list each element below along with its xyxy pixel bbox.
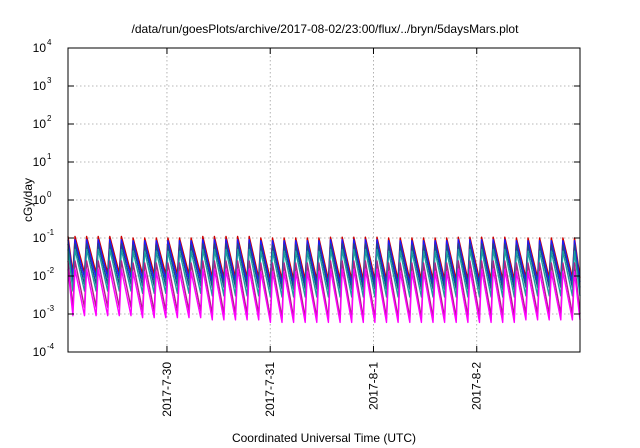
y-tick-label: 10 (33, 269, 47, 283)
x-axis-title: Coordinated Universal Time (UTC) (232, 431, 416, 445)
series-line-3 (67, 243, 581, 290)
y-tick-label: 10 (33, 155, 47, 169)
chart-title: /data/run/goesPlots/archive/2017-08-02/2… (132, 22, 520, 36)
y-axis-title: cGy/day (21, 178, 35, 222)
x-tick-label: 2017-7-31 (263, 362, 277, 417)
series-line-4 (67, 248, 581, 298)
y-tick-label: 10 (33, 79, 47, 93)
y-tick-exponent: 0 (47, 190, 52, 199)
y-tick-exponent: -4 (47, 342, 55, 351)
series-line-5 (67, 260, 581, 319)
y-tick-exponent: -1 (47, 228, 55, 237)
y-tick-exponent: 3 (47, 76, 52, 85)
series-layer (67, 235, 581, 324)
ticks (68, 47, 580, 353)
y-tick-exponent: -2 (47, 266, 55, 275)
x-tick-labels: 2017-7-30 2017-7-31 2017-8-1 2017-8-2 (160, 362, 484, 417)
y-tick-exponent: 4 (47, 38, 52, 47)
series-line-2 (67, 239, 581, 286)
y-tick-exponent: 2 (47, 114, 52, 123)
y-tick-label: 10 (33, 117, 47, 131)
y-tick-label: 10 (33, 231, 47, 245)
x-tick-label: 2017-7-30 (160, 362, 174, 417)
x-tick-label: 2017-8-2 (470, 362, 484, 410)
y-tick-label: 10 (33, 345, 47, 359)
y-tick-exponent: 1 (47, 152, 52, 161)
y-tick-label: 10 (33, 41, 47, 55)
y-tick-label: 10 (33, 307, 47, 321)
series-line-6 (67, 268, 581, 324)
y-tick-exponent: -3 (47, 304, 55, 313)
y-tick-label: 10 (33, 193, 47, 207)
x-tick-label: 2017-8-1 (366, 362, 380, 410)
